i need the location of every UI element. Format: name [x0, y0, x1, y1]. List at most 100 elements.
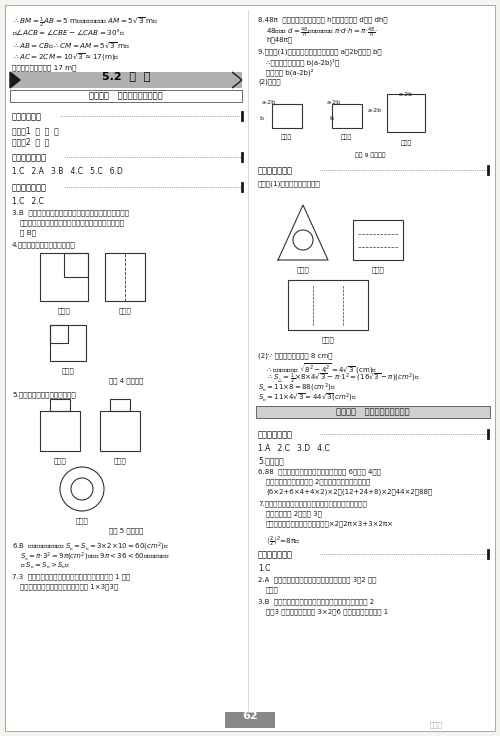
Text: 答：此大树的长约是 17 m。: 答：此大树的长约是 17 m。 [12, 64, 76, 71]
Text: 左视图: 左视图 [372, 266, 384, 272]
Text: 主视图: 主视图 [58, 307, 70, 314]
Text: 【基础巩固练】: 【基础巩固练】 [12, 153, 47, 162]
Text: 5.2  视  图: 5.2 视 图 [102, 71, 150, 81]
Text: 故答案为 b(a-2b)²: 故答案为 b(a-2b)² [266, 68, 314, 76]
Bar [332, 104, 362, 128]
Text: ∴这个纸盒的容积为 b(a-2b)²。: ∴这个纸盒的容积为 b(a-2b)²。 [266, 58, 339, 66]
Text: 6.88  【解析】由主视图可得长方体的长为 6，高为 4，由: 6.88 【解析】由主视图可得长方体的长为 6，高为 4，由 [258, 468, 381, 475]
Text: $\therefore BM=\frac{1}{2}AB=5$ m，根据勾股定理得 $AM=5\sqrt{3}$ m。: $\therefore BM=\frac{1}{2}AB=5$ m，根据勾股定理… [12, 16, 158, 30]
Text: 方形组成的矩形，所以矩形的面积为 1×3＝3。: 方形组成的矩形，所以矩形的面积为 1×3＝3。 [20, 583, 118, 590]
Text: 5.【解】画出的三视图如答图：: 5.【解】画出的三视图如答图： [12, 391, 76, 397]
Text: 1.A   2.C   3.D   4.C: 1.A 2.C 3.D 4.C [258, 444, 330, 453]
Text: 俯视图: 俯视图 [76, 517, 88, 523]
Text: 9.【解】(1)由题意知纸盒的底面边长为 a－2b，高为 b，: 9.【解】(1)由题意知纸盒的底面边长为 a－2b，高为 b， [258, 48, 382, 54]
Text: 7.3  【解析】从上面看时，看到的是由三个边长为 1 的正: 7.3 【解析】从上面看时，看到的是由三个边长为 1 的正 [12, 573, 130, 580]
Text: a-2b: a-2b [327, 100, 341, 105]
Text: a-2b: a-2b [262, 100, 276, 105]
Text: 第一课时   常见几何体的三视图: 第一课时 常见几何体的三视图 [89, 91, 163, 101]
Polygon shape [10, 80, 20, 88]
Text: 底圆的直径是 2，高为 3。: 底圆的直径是 2，高为 3。 [266, 510, 322, 517]
Text: 方形。: 方形。 [266, 586, 279, 592]
Bar [40, 253, 88, 301]
Text: $\therefore AB=CB$，$\therefore CM=AM=5\sqrt{3}$ m。: $\therefore AB=CB$，$\therefore CM=AM=5\s… [12, 40, 130, 50]
Polygon shape [232, 80, 242, 88]
Bar [40, 411, 80, 451]
Bar [50, 325, 68, 343]
Text: 8.48π  【解析】设圆柱的高为 h，底面直径为 d，则 dh＝: 8.48π 【解析】设圆柱的高为 h，底面直径为 d，则 dh＝ [258, 16, 388, 23]
Text: 5.正六棱柱: 5.正六棱柱 [258, 456, 284, 465]
Text: 62: 62 [242, 711, 258, 721]
Text: 侧视图可得长方体的宽为 2，则这个长方体的表面积是: 侧视图可得长方体的宽为 2，则这个长方体的表面积是 [266, 478, 370, 484]
Text: （第 4 题答图）: （第 4 题答图） [109, 377, 143, 383]
Text: b: b [259, 116, 263, 121]
Polygon shape [232, 72, 242, 80]
Text: $\left(\frac{2}{2}\right)^2$=8π。: $\left(\frac{2}{2}\right)^2$=8π。 [266, 534, 300, 548]
Text: (2)如答图: (2)如答图 [258, 78, 280, 85]
Polygon shape [10, 72, 20, 80]
Text: (6×2+6×4+4×2)×2＝(12+24+8)×2＝44×2＝88。: (6×2+6×4+4×2)×2＝(12+24+8)×2＝44×2＝88。 [266, 488, 432, 495]
Text: 左视图: 左视图 [118, 307, 132, 314]
Text: 左视图: 左视图 [114, 457, 126, 464]
Text: 又$\angle ACB=\angle CBE-\angle CAB=30°$，: 又$\angle ACB=\angle CBE-\angle CAB=30°$， [12, 28, 125, 37]
Text: 【能力提升练】: 【能力提升练】 [12, 183, 47, 192]
Bar [353, 220, 403, 260]
Text: (2)∵ 正三角形的边长为 8 cm，: (2)∵ 正三角形的边长为 8 cm， [258, 352, 332, 358]
Text: 层有两个正方形，上层只有一个正方形，对照各选项，: 层有两个正方形，上层只有一个正方形，对照各选项， [20, 219, 125, 226]
Text: 【导学新知】: 【导学新知】 [12, 112, 42, 121]
Bar [272, 104, 302, 128]
Text: $S_{侧}=11×8=88(cm^2)$；: $S_{侧}=11×8=88(cm^2)$； [258, 382, 336, 394]
Bar [225, 712, 275, 728]
Text: $S_{圆}=π·3^2=9π(cm^2)$，因为 $9π<36<60$，所以正确答案: $S_{圆}=π·3^2=9π(cm^2)$，因为 $9π<36<60$，所以正… [20, 551, 170, 563]
Text: a-2b: a-2b [399, 92, 413, 97]
Text: 48，解得 $d=\frac{48}{h}$，所以侧面积为 $π·d·h=π·\frac{48}{h}·$: 48，解得 $d=\frac{48}{h}$，所以侧面积为 $π·d·h=π·\… [266, 26, 378, 40]
Text: （第 5 题答图）: （第 5 题答图） [109, 527, 143, 534]
Text: 3.B  【解析】根据主视图和左视图可得：这个几何体有 2: 3.B 【解析】根据主视图和左视图可得：这个几何体有 2 [258, 598, 374, 604]
Text: 选 B。: 选 B。 [20, 229, 36, 236]
Text: 层，3 列，最底层最多有 3×2＝6 个正方体，第二层有 1: 层，3 列，最底层最多有 3×2＝6 个正方体，第二层有 1 [266, 608, 388, 615]
Text: 2.A  【解析】从左面看可得到从左到右分别是 3，2 个正: 2.A 【解析】从左面看可得到从左到右分别是 3，2 个正 [258, 576, 376, 583]
Text: a-2b: a-2b [368, 108, 382, 113]
Text: 4.【解】画出的三视图如答图：: 4.【解】画出的三视图如答图： [12, 241, 76, 247]
Text: h＝48π。: h＝48π。 [266, 36, 292, 43]
Text: $\therefore AC=2CM=10\sqrt{3}\approx 17$(m)。: $\therefore AC=2CM=10\sqrt{3}\approx 17$… [12, 52, 120, 63]
Bar [110, 399, 130, 411]
Text: ∴ 正三角形的高为 $\sqrt{8^2-4^2}=4\sqrt{3}$ (cm)。: ∴ 正三角形的高为 $\sqrt{8^2-4^2}=4\sqrt{3}$ (cm… [266, 362, 377, 376]
Text: 主视图: 主视图 [280, 134, 291, 140]
Bar [10, 90, 242, 102]
Text: 第二课时   由三视图确定几何体: 第二课时 由三视图确定几何体 [336, 408, 410, 417]
Text: 【拓展拔高练】: 【拓展拔高练】 [258, 166, 293, 175]
Text: 俯视图: 俯视图 [400, 140, 411, 146]
Text: 左视图: 左视图 [340, 134, 351, 140]
Text: 为 $S_{正}=S_{矩}>S_{圆}$。: 为 $S_{正}=S_{矩}>S_{圆}$。 [20, 561, 70, 570]
Text: 主视图: 主视图 [54, 457, 66, 464]
Text: 7.【解】根据三视图可以判断出这个立体图形是圆柱体，: 7.【解】根据三视图可以判断出这个立体图形是圆柱体， [258, 500, 367, 506]
Text: $S_{表}=11×4\sqrt{3}=44\sqrt{3}(cm^2)$。: $S_{表}=11×4\sqrt{3}=44\sqrt{3}(cm^2)$。 [258, 392, 357, 404]
Text: （第 9 题答图）: （第 9 题答图） [355, 152, 385, 158]
Text: 其表面积为侧面积＋底面积的面积×2＝2π×3+3×2π×: 其表面积为侧面积＋底面积的面积×2＝2π×3+3×2π× [266, 520, 394, 527]
Bar [50, 399, 70, 411]
Text: $\therefore S_{△}=\frac{1}{2}×8×4\sqrt{3}-π·1^2=(16\sqrt{3}-π)(cm^2)$；: $\therefore S_{△}=\frac{1}{2}×8×4\sqrt{3… [266, 372, 420, 386]
Text: 【基础巩固练】: 【基础巩固练】 [258, 430, 293, 439]
Text: 知识点2  实  虚: 知识点2 实 虚 [12, 137, 50, 146]
Bar [10, 72, 242, 88]
Bar [387, 94, 425, 132]
Text: 1.C: 1.C [258, 564, 270, 573]
Text: 俯视图: 俯视图 [322, 336, 334, 343]
Bar [64, 253, 88, 277]
Bar [105, 253, 145, 301]
Text: 知识点1  主  俯  左: 知识点1 主 俯 左 [12, 126, 59, 135]
Text: 6.B  【解析】根据题意，得 $S_{正}=S_{矩}=3×2×10=60(cm^2)$，: 6.B 【解析】根据题意，得 $S_{正}=S_{矩}=3×2×10=60(cm… [12, 541, 169, 553]
Text: b: b [329, 116, 333, 121]
Bar [100, 411, 140, 451]
Bar [288, 280, 368, 330]
Bar [256, 406, 490, 418]
Text: 【解】(1)画出的三视图如答图: 【解】(1)画出的三视图如答图 [258, 180, 321, 187]
Text: 主视图: 主视图 [296, 266, 310, 272]
Text: 3.B  【解析】从左面看时，看到的正方形有两层，其中下: 3.B 【解析】从左面看时，看到的正方形有两层，其中下 [12, 209, 129, 216]
Text: 答案图: 答案图 [430, 721, 443, 728]
Text: 1.C   2.C: 1.C 2.C [12, 197, 44, 206]
Text: 【能力提升练】: 【能力提升练】 [258, 550, 293, 559]
Text: 1.C   2.A   3.B   4.C   5.C   6.D: 1.C 2.A 3.B 4.C 5.C 6.D [12, 167, 123, 176]
Bar [50, 325, 86, 361]
Text: 俯视图: 俯视图 [62, 367, 74, 374]
